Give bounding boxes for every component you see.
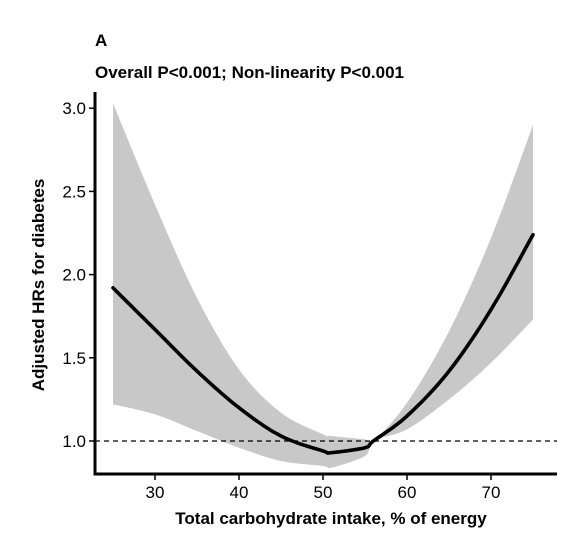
hr-curve	[111, 232, 535, 455]
y-tick-label: 3.0	[62, 99, 86, 118]
y-tick-label: 2.0	[62, 266, 86, 285]
x-tick-label: 70	[482, 483, 501, 502]
x-axis-label: Total carbohydrate intake, % of energy	[175, 509, 487, 528]
x-tick-label: 50	[314, 483, 333, 502]
axes	[93, 92, 557, 476]
y-tick-label: 2.5	[62, 182, 86, 201]
y-tick-label: 1.5	[62, 349, 86, 368]
confidence-band-layer	[113, 103, 533, 469]
x-tick-label: 30	[146, 483, 165, 502]
y-tick-label: 1.0	[62, 432, 86, 451]
y-axis-label: Adjusted HRs for diabetes	[29, 179, 48, 392]
chart-title: Overall P<0.001; Non-linearity P<0.001	[95, 63, 404, 82]
hr-curve-layer	[111, 232, 535, 455]
x-tick-label: 60	[398, 483, 417, 502]
ticks: 1.0 1.5 2.0 2.5 3.0 30 40 50 60 70	[62, 99, 500, 502]
panel-letter: A	[95, 31, 107, 50]
confidence-band	[113, 103, 533, 469]
x-tick-label: 40	[230, 483, 249, 502]
